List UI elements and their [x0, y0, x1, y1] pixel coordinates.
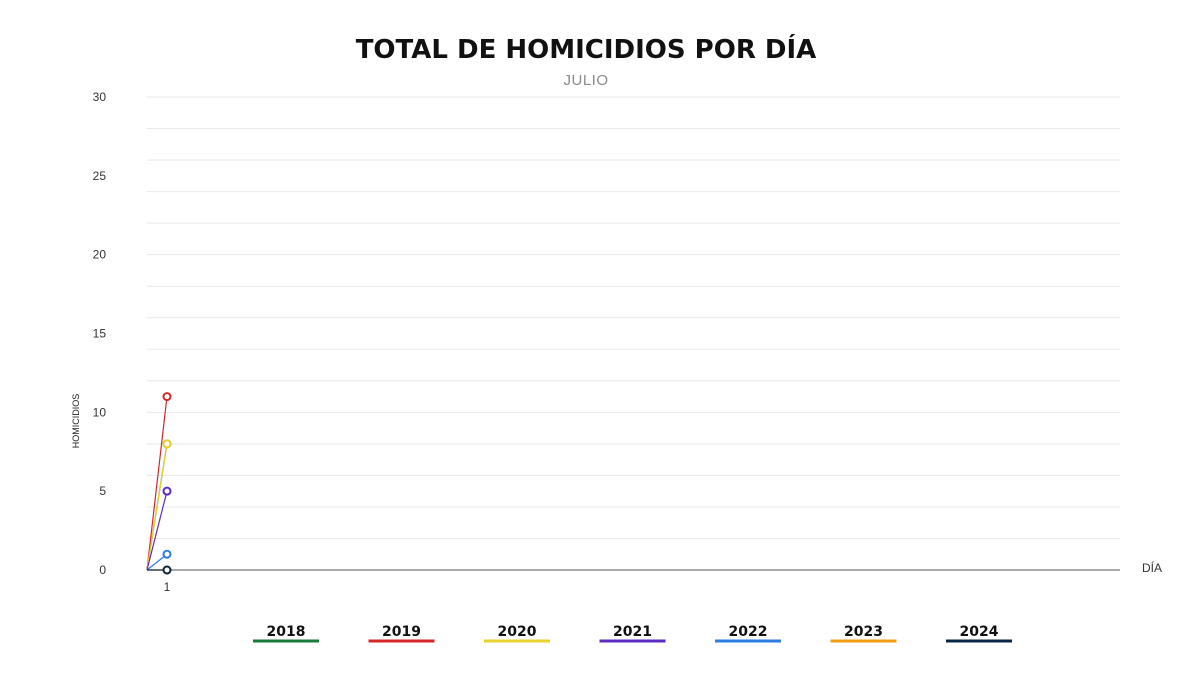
data-point [162, 486, 172, 496]
legend-label: 2020 [498, 624, 537, 640]
legend-item-2022[interactable]: 2022 [715, 624, 781, 643]
legend-item-2023[interactable]: 2023 [830, 624, 897, 643]
legend-label: 2021 [613, 624, 652, 640]
chart-subtitle: JULIO [563, 72, 608, 89]
x-tick-label: 1 [164, 580, 171, 594]
data-point [162, 565, 172, 575]
legend-item-2021[interactable]: 2021 [599, 624, 666, 643]
series-2019 [146, 396, 168, 571]
legend-item-2019[interactable]: 2019 [368, 624, 435, 643]
legend: 2018 2019 2020 2021 2022 2023 2024 [253, 624, 1012, 643]
legend-label: 2023 [844, 624, 883, 640]
legend-label: 2018 [267, 624, 306, 640]
data-point [162, 439, 172, 449]
gridlines [147, 96, 1120, 571]
data-point [162, 549, 172, 559]
legend-item-2018[interactable]: 2018 [253, 624, 319, 643]
data-point [162, 392, 172, 402]
legend-label: 2019 [382, 624, 421, 640]
series-line [146, 491, 168, 571]
y-axis-ticks: 0 5 10 15 20 25 30 [93, 90, 107, 577]
x-axis-label: DÍA [1142, 560, 1162, 575]
series-line [146, 396, 168, 571]
y-tick-label: 20 [93, 248, 107, 262]
y-tick-label: 30 [93, 90, 107, 104]
x-axis-ticks: 1 [164, 580, 171, 594]
legend-label: 2022 [729, 624, 768, 640]
series-2021 [146, 491, 168, 571]
legend-item-2024[interactable]: 2024 [946, 624, 1012, 643]
y-tick-label: 5 [99, 484, 106, 498]
y-tick-label: 10 [93, 405, 107, 419]
legend-label: 2024 [960, 624, 999, 640]
y-axis-label: HOMICIDIOS [71, 394, 81, 449]
y-tick-label: 15 [93, 327, 107, 341]
series-line [146, 443, 168, 571]
legend-item-2020[interactable]: 2020 [484, 624, 550, 643]
y-tick-label: 25 [93, 169, 107, 183]
y-tick-label: 0 [99, 563, 106, 577]
series-2020 [146, 443, 168, 571]
series-lines [146, 392, 172, 575]
chart-title: TOTAL DE HOMICIDIOS POR DÍA [356, 33, 817, 65]
